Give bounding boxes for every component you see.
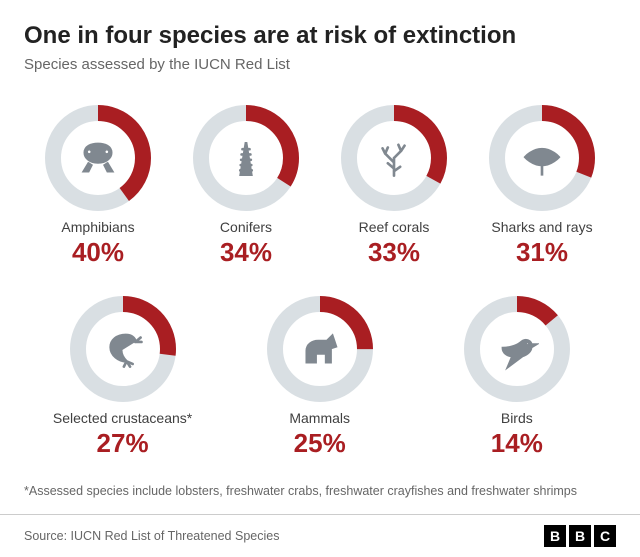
species-label: Selected crustaceans*	[53, 410, 192, 426]
chart-title: One in four species are at risk of extin…	[24, 22, 616, 50]
species-label: Reef corals	[359, 219, 430, 235]
species-percent: 14%	[491, 428, 543, 459]
species-percent: 33%	[368, 237, 420, 268]
species-donut: Sharks and rays 31%	[468, 97, 616, 288]
bbc-logo-box: C	[594, 525, 616, 547]
donut-ring	[45, 105, 151, 211]
donut-grid: Amphibians 40% Conifers 34% Reef corals …	[24, 97, 616, 479]
bbc-logo-box: B	[544, 525, 566, 547]
species-label: Birds	[501, 410, 533, 426]
donut-ring	[193, 105, 299, 211]
species-percent: 25%	[294, 428, 346, 459]
species-percent: 40%	[72, 237, 124, 268]
footnote: *Assessed species include lobsters, fres…	[24, 483, 616, 499]
species-label: Sharks and rays	[491, 219, 592, 235]
species-percent: 27%	[97, 428, 149, 459]
species-donut: Conifers 34%	[172, 97, 320, 288]
species-donut: Selected crustaceans* 27%	[24, 288, 221, 479]
donut-ring	[489, 105, 595, 211]
species-percent: 31%	[516, 237, 568, 268]
species-donut: Reef corals 33%	[320, 97, 468, 288]
bbc-logo: B B C	[544, 525, 616, 547]
species-label: Amphibians	[61, 219, 134, 235]
donut-ring	[70, 296, 176, 402]
species-label: Conifers	[220, 219, 272, 235]
chart-subtitle: Species assessed by the IUCN Red List	[24, 56, 616, 73]
donut-ring	[464, 296, 570, 402]
donut-ring	[267, 296, 373, 402]
source-text: Source: IUCN Red List of Threatened Spec…	[24, 529, 279, 543]
bbc-logo-box: B	[569, 525, 591, 547]
footer: Source: IUCN Red List of Threatened Spec…	[0, 514, 640, 557]
donut-ring	[341, 105, 447, 211]
species-donut: Amphibians 40%	[24, 97, 172, 288]
species-donut: Mammals 25%	[221, 288, 418, 479]
species-label: Mammals	[289, 410, 350, 426]
species-donut: Birds 14%	[418, 288, 615, 479]
species-percent: 34%	[220, 237, 272, 268]
